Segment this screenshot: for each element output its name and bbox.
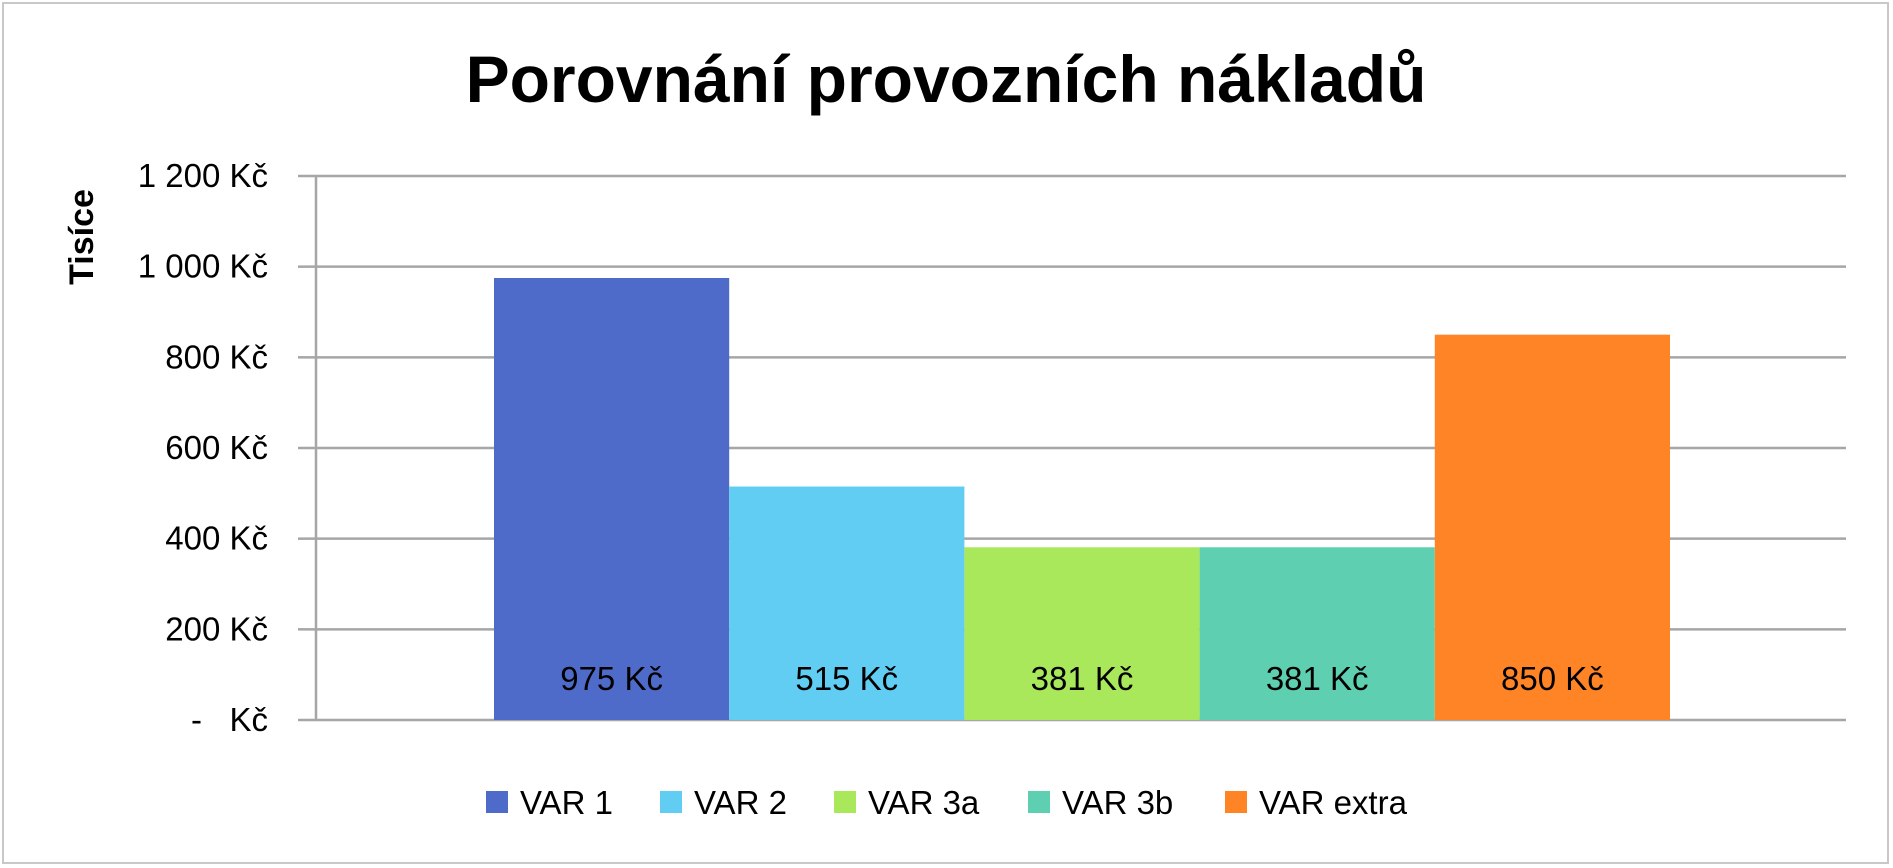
bar-var-3a bbox=[964, 547, 1200, 720]
legend-label: VAR extra bbox=[1259, 784, 1408, 821]
y-tick-label: 800 Kč bbox=[165, 338, 268, 375]
chart-title: Porovnání provozních nákladů bbox=[466, 42, 1427, 116]
data-label: 975 Kč bbox=[560, 660, 663, 697]
bar-var-3b bbox=[1199, 547, 1435, 720]
legend-swatch bbox=[1225, 791, 1247, 813]
bar-var-1 bbox=[494, 278, 730, 720]
legend-swatch bbox=[834, 791, 856, 813]
data-label: 381 Kč bbox=[1266, 660, 1369, 697]
y-tick-label: 1 200 Kč bbox=[138, 157, 268, 194]
bar-var-2 bbox=[729, 486, 965, 720]
data-label: 515 Kč bbox=[795, 660, 898, 697]
bar-var-extra bbox=[1434, 334, 1670, 720]
y-tick-label: 200 Kč bbox=[165, 610, 268, 647]
y-tick-label: 1 000 Kč bbox=[138, 248, 268, 285]
legend-label: VAR 2 bbox=[694, 784, 787, 821]
bars bbox=[494, 278, 1670, 720]
legend-label: VAR 3a bbox=[868, 784, 980, 821]
data-label: 850 Kč bbox=[1501, 660, 1604, 697]
y-axis-ticks: - Kč 200 Kč 400 Kč 600 Kč 800 Kč 1 000 Kč 1 20… bbox=[138, 157, 268, 738]
data-labels: 975 Kč 515 Kč 381 Kč 381 Kč 850 Kč bbox=[560, 660, 1604, 697]
legend-label: VAR 1 bbox=[520, 784, 613, 821]
legend-swatch bbox=[486, 791, 508, 813]
y-tick-label: 400 Kč bbox=[165, 520, 268, 557]
y-tick-label: - Kč bbox=[191, 701, 268, 738]
legend-label: VAR 3b bbox=[1062, 784, 1173, 821]
legend-swatch bbox=[1028, 791, 1050, 813]
y-tick-label: 600 Kč bbox=[165, 429, 268, 466]
legend-swatch bbox=[660, 791, 682, 813]
data-label: 381 Kč bbox=[1031, 660, 1134, 697]
y-axis-label: Tisíce bbox=[63, 189, 101, 285]
legend: VAR 1 VAR 2 VAR 3a VAR 3b VAR extra bbox=[486, 784, 1408, 821]
